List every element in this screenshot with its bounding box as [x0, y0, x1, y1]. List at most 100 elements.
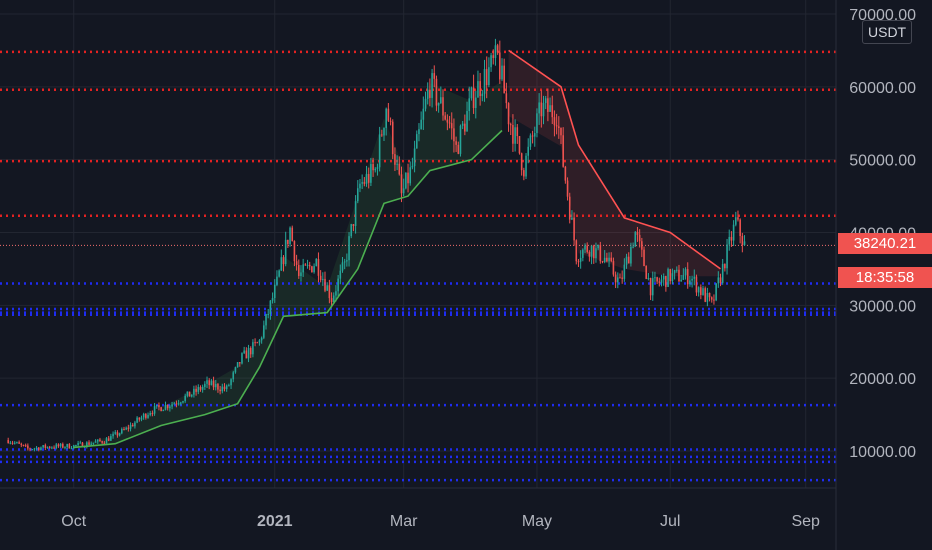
- candle-body: [140, 417, 143, 420]
- candle-body: [474, 97, 477, 108]
- candle-body: [160, 407, 162, 412]
- candle-body: [190, 394, 193, 397]
- candle-body: [595, 248, 597, 259]
- candle-body: [24, 445, 27, 447]
- candle-body: [254, 342, 256, 344]
- candle-body: [175, 403, 178, 405]
- candle-body: [562, 135, 564, 167]
- candle-body: [48, 446, 51, 448]
- candle-body: [101, 441, 103, 443]
- candle-body: [348, 236, 350, 261]
- candle-body: [402, 188, 405, 194]
- candle-body: [59, 443, 62, 447]
- candle-body: [131, 424, 134, 427]
- gridlines: [0, 0, 836, 488]
- candle-body: [601, 261, 604, 263]
- candle-body: [258, 340, 261, 343]
- candle-body: [107, 438, 110, 441]
- candle-body: [424, 98, 427, 109]
- candle-body: [606, 257, 608, 262]
- candle-body: [116, 432, 119, 436]
- candle-body: [514, 127, 516, 144]
- candle-body: [523, 170, 525, 177]
- supertrend-up-line: [73, 129, 503, 449]
- time-axis[interactable]: Oct 2021 Mar May Jul Sep: [61, 513, 820, 530]
- candle-body: [481, 93, 484, 97]
- candle-body: [586, 245, 589, 252]
- candle-body: [391, 121, 394, 155]
- candle-body: [533, 133, 536, 137]
- candle-body: [422, 108, 425, 120]
- candle-body: [540, 102, 543, 117]
- candle-body: [512, 125, 514, 144]
- candle-body: [660, 279, 663, 283]
- candle-body: [77, 443, 79, 446]
- currency-badge[interactable]: USDT: [862, 20, 913, 44]
- candle-body: [415, 134, 418, 149]
- candle-body: [44, 445, 47, 448]
- candle-body: [83, 446, 86, 448]
- candle-body: [300, 272, 302, 277]
- candle-body: [252, 342, 254, 355]
- candle-body: [477, 81, 479, 98]
- candle-body: [647, 277, 650, 279]
- candle-body: [483, 69, 486, 94]
- candle-body: [269, 300, 272, 314]
- candle-body: [551, 105, 554, 118]
- candle-body: [166, 404, 169, 409]
- candle-body: [18, 442, 20, 444]
- candle-body: [153, 406, 156, 414]
- candle-body: [702, 288, 704, 295]
- candle-body: [590, 245, 593, 257]
- candle-body: [632, 246, 634, 248]
- candle-body: [645, 266, 648, 279]
- candle-body: [66, 444, 68, 448]
- candle-body: [479, 81, 481, 97]
- candle-body: [121, 428, 123, 434]
- candle-body: [409, 167, 412, 184]
- candle-body: [313, 266, 315, 273]
- candle-body: [673, 270, 676, 274]
- candle-body: [374, 168, 377, 171]
- candle-body: [103, 442, 106, 444]
- candle-body: [658, 281, 661, 283]
- candle-body: [188, 391, 191, 397]
- candle-body: [158, 405, 160, 408]
- candle-body: [136, 417, 138, 423]
- candle-body: [256, 342, 259, 344]
- candle-body: [37, 447, 40, 451]
- candle-body: [492, 55, 495, 58]
- candle-body: [208, 380, 211, 386]
- candle-body: [134, 422, 136, 427]
- candle-body: [684, 269, 687, 276]
- candle-body: [210, 380, 213, 386]
- candle-body: [55, 444, 58, 448]
- candle-body: [505, 93, 508, 104]
- candle-body: [330, 298, 333, 303]
- candle-body: [520, 153, 523, 171]
- candle-body: [291, 227, 294, 242]
- candle-body: [182, 401, 184, 403]
- candle-body: [516, 127, 519, 137]
- candle-body: [638, 234, 641, 242]
- candle-body: [112, 433, 114, 437]
- y-tick-label: 10000.00: [849, 444, 916, 461]
- candle-body: [96, 439, 99, 442]
- candle-body: [564, 166, 567, 181]
- candle-body: [724, 264, 726, 269]
- candle-body: [737, 217, 739, 220]
- candle-body: [485, 69, 488, 86]
- candle-body: [560, 128, 562, 136]
- candle-body: [326, 285, 328, 291]
- candle-body: [356, 188, 359, 202]
- candle-body: [230, 379, 232, 386]
- candle-body: [260, 337, 263, 341]
- candle-body: [549, 105, 551, 112]
- candle-body: [322, 278, 324, 281]
- candle-body: [241, 353, 243, 364]
- candle-body: [678, 269, 680, 282]
- candle-body: [370, 164, 372, 183]
- candle-body: [623, 264, 626, 279]
- candle-body: [302, 264, 304, 273]
